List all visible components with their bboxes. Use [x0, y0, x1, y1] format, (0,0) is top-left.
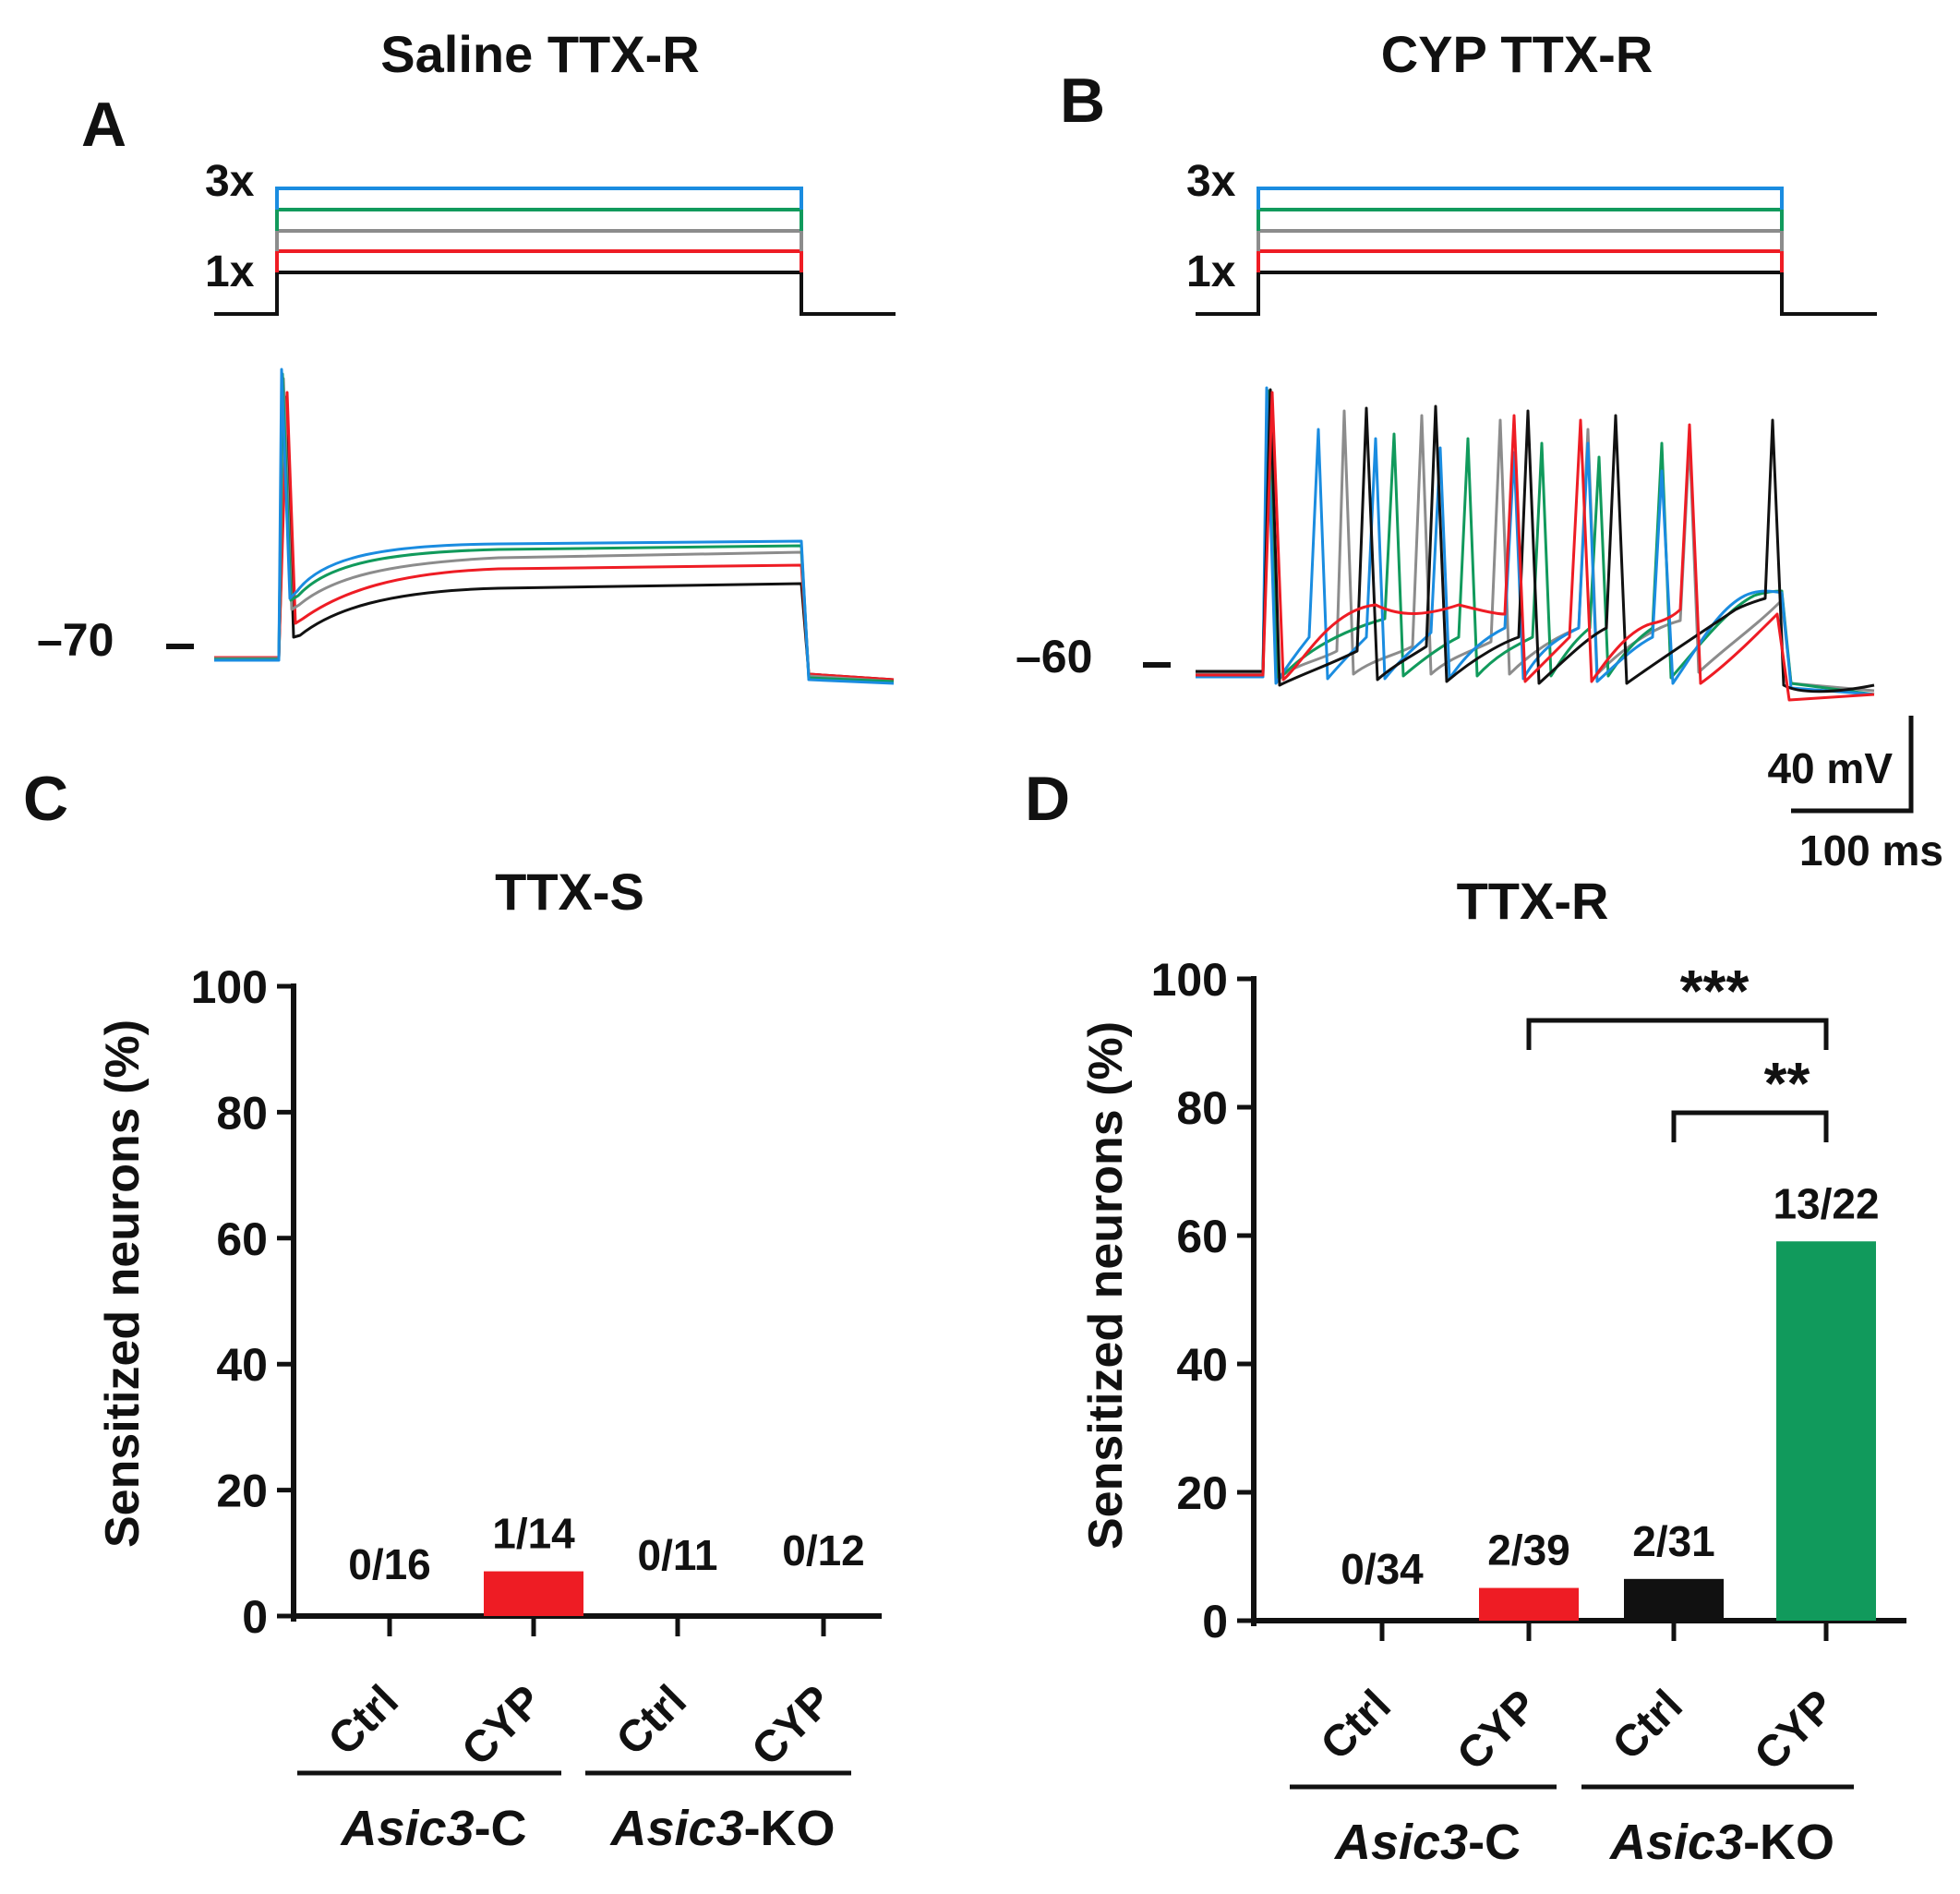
y-tick-label: 80 — [216, 1087, 268, 1139]
panel-b-step-top-label: 3x — [1186, 157, 1236, 206]
x-tick-label: CYP — [453, 1676, 552, 1775]
chart-d: 0 20 40 60 80 100 0/34 Ctrl 2/39 CYP 2/31 Ctrl 13/22… — [1151, 954, 1906, 1870]
trace-a-black — [214, 395, 895, 682]
y-tick-label: 40 — [1176, 1339, 1228, 1391]
panel-a-step-bottom-label: 1x — [205, 247, 255, 296]
bar — [484, 1571, 583, 1616]
panel-c: C TTX-S Sensitized neurons (%) 0 20 40 60 80… — [23, 764, 882, 1856]
y-tick-label: 60 — [1176, 1211, 1228, 1262]
trace-a-red — [214, 391, 895, 682]
y-tick-label: 100 — [191, 961, 268, 1013]
panel-a-baseline-label: –70 — [37, 614, 114, 666]
significance-bracket — [1671, 1110, 1829, 1142]
x-tick-label: Ctrl — [607, 1676, 696, 1765]
group-label: Asic3-C — [339, 1801, 526, 1856]
panel-c-letter: C — [23, 764, 68, 834]
panel-d-letter: D — [1025, 764, 1070, 834]
scale-bar-voltage: 40 mV — [1767, 744, 1893, 792]
panel-a-step-top-label: 3x — [205, 157, 255, 206]
bar — [1479, 1587, 1579, 1621]
panel-d-title: TTX-R — [1457, 872, 1609, 930]
x-tick-label: Ctrl — [1604, 1681, 1692, 1769]
panel-b-letter: B — [1060, 66, 1105, 136]
x-tick-label: CYP — [1449, 1681, 1547, 1779]
significance-stars: ** — [1764, 1050, 1810, 1116]
trace-a-blue — [214, 368, 895, 685]
bar-data-label: 2/39 — [1487, 1526, 1570, 1574]
bar-data-label: 0/16 — [348, 1540, 431, 1588]
panel-b-voltage-traces — [1196, 386, 1875, 702]
y-tick-label: 20 — [1176, 1467, 1228, 1519]
bar-data-label: 1/14 — [492, 1510, 575, 1558]
panel-a: A Saline TTX-R 3x 1x –70 — [37, 25, 896, 685]
panel-a-voltage-traces — [214, 368, 895, 685]
y-tick-label: 20 — [216, 1466, 268, 1517]
panel-c-title: TTX-S — [495, 863, 644, 921]
scale-bar-lines — [1791, 716, 1914, 814]
panel-a-letter: A — [81, 90, 126, 160]
panel-b-baseline-label: –60 — [1016, 631, 1092, 682]
panel-c-ylabel: Sensitized neurons (%) — [96, 1019, 150, 1548]
panel-d: D TTX-R Sensitized neurons (%) 0 20 40 60 80… — [1025, 764, 1906, 1870]
trace-b-black — [1196, 388, 1875, 694]
bar-data-label: 2/31 — [1632, 1517, 1715, 1565]
significance-bracket — [1526, 1018, 1829, 1050]
y-tick-label: 0 — [242, 1591, 268, 1643]
group-label: Asic3-C — [1333, 1815, 1521, 1870]
bar — [1776, 1241, 1876, 1621]
bar — [1624, 1578, 1724, 1621]
panel-b-step-bottom-label: 1x — [1186, 247, 1236, 296]
x-tick-label: Ctrl — [1312, 1681, 1401, 1769]
x-tick-label: CYP — [1746, 1681, 1845, 1779]
scale-bar: 40 mV 100 ms — [1767, 716, 1943, 875]
panel-a-title: Saline TTX-R — [380, 25, 699, 83]
y-tick-label: 80 — [1176, 1082, 1228, 1134]
chart-c: 0 20 40 60 80 100 0/16 Ctrl 1/14 CYP 0/11 Ctrl 0/12 C… — [191, 961, 882, 1856]
group-label: Asic3-KO — [608, 1801, 835, 1856]
bar-data-label: 0/11 — [638, 1531, 718, 1579]
panel-d-ylabel: Sensitized neurons (%) — [1079, 1021, 1133, 1550]
y-tick-label: 60 — [216, 1213, 268, 1265]
panel-b-title: CYP TTX-R — [1381, 25, 1653, 83]
trace-a-gray — [214, 377, 895, 683]
y-tick-label: 0 — [1202, 1596, 1228, 1647]
trace-a-green — [214, 372, 895, 683]
bar-data-label: 13/22 — [1773, 1179, 1879, 1227]
panel-b-step-protocol — [1196, 187, 1877, 316]
panel-b: B CYP TTX-R 3x 1x –60 40 mV 100 ms — [1016, 25, 1943, 875]
bar-data-label: 0/34 — [1341, 1545, 1424, 1593]
y-tick-label: 40 — [216, 1339, 268, 1391]
x-tick-label: Ctrl — [319, 1676, 408, 1765]
x-tick-label: CYP — [743, 1676, 842, 1775]
bar-data-label: 0/12 — [782, 1526, 865, 1574]
trace-b-red — [1196, 391, 1875, 702]
scale-bar-time: 100 ms — [1799, 826, 1943, 875]
panel-a-step-protocol — [214, 187, 896, 316]
y-tick-label: 100 — [1151, 954, 1228, 1006]
group-label: Asic3-KO — [1608, 1815, 1834, 1870]
significance-stars: *** — [1680, 958, 1750, 1024]
